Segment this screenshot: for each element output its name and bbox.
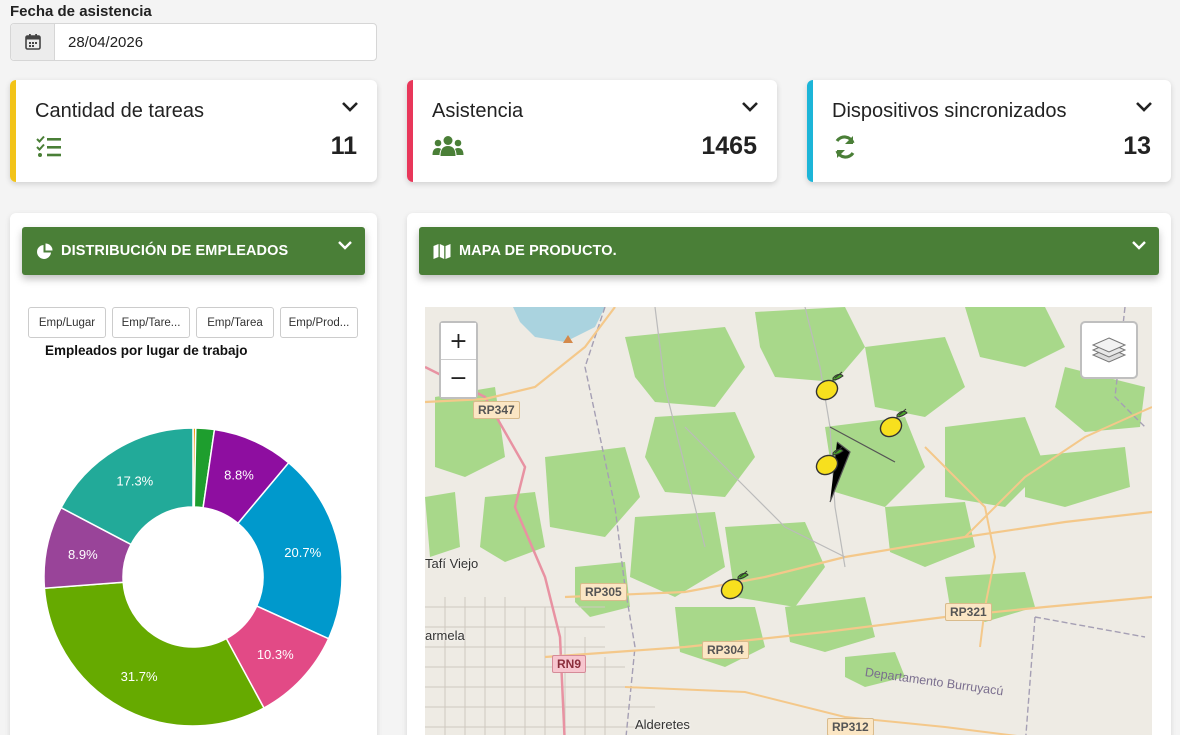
lemon-marker[interactable] (813, 445, 847, 479)
product-map[interactable]: RP347 Tafí Viejo RP305 RP321 armela RN9 … (425, 307, 1152, 735)
map-panel-title: MAPA DE PRODUCTO. (459, 243, 617, 259)
lake (513, 307, 605, 342)
lemon-marker[interactable] (877, 407, 911, 441)
map-tiles (425, 307, 1152, 735)
road-label-rp305: RP305 (580, 583, 627, 601)
zoom-out-button[interactable]: − (441, 360, 476, 397)
map-panel: MAPA DE PRODUCTO. (407, 213, 1171, 735)
donut-slice-label: 8.8% (224, 467, 254, 482)
card-title: Cantidad de tareas (35, 100, 205, 122)
date-filter-label: Fecha de asistencia (10, 3, 152, 20)
card-synced-devices[interactable]: Dispositivos sincronizados 13 (807, 80, 1171, 182)
road-label-rn9: RN9 (552, 655, 587, 673)
peak-marker (563, 335, 573, 343)
road-label-rp304: RP304 (702, 641, 749, 659)
road-label-rp321: RP321 (945, 603, 992, 621)
card-accent-bar (10, 80, 16, 182)
pie-chart-icon (37, 243, 53, 259)
lemon-marker[interactable] (718, 569, 752, 603)
distribution-panel-title: DISTRIBUCIÓN DE EMPLEADOS (61, 243, 289, 259)
date-field[interactable] (10, 23, 377, 61)
tab-emp-tarea[interactable]: Emp/Tarea (196, 307, 274, 338)
donut-slice-label: 8.9% (68, 547, 98, 562)
lemon-marker[interactable] (813, 370, 847, 404)
donut-slice-label: 10.3% (257, 647, 294, 662)
urban-streets (425, 597, 665, 735)
zoom-in-button[interactable]: + (441, 323, 476, 360)
map-panel-header[interactable]: MAPA DE PRODUCTO. (419, 227, 1159, 275)
layers-icon (1091, 337, 1127, 363)
card-attendance[interactable]: Asistencia 1465 (407, 80, 777, 182)
chevron-down-icon[interactable] (1135, 101, 1153, 113)
layers-button[interactable] (1080, 321, 1138, 379)
chart-title: Empleados por lugar de trabajo (45, 343, 248, 358)
donut-chart: 8.8% 20.7% 10.3% 31.7% 8.9% 17.3% (43, 427, 343, 727)
donut-slice-label: 31.7% (121, 669, 158, 684)
map-icon (433, 244, 451, 259)
card-accent-bar (407, 80, 413, 182)
chart-tabs: Emp/Lugar Emp/Tare... Emp/Tarea Emp/Prod… (28, 307, 358, 338)
sync-icon (835, 135, 855, 159)
place-label-tafi-viejo: Tafí Viejo (425, 556, 479, 571)
tab-emp-producto[interactable]: Emp/Prod... (280, 307, 358, 338)
road-label-rp347: RP347 (473, 401, 520, 419)
green-fields (425, 307, 1145, 687)
chevron-down-icon[interactable] (741, 101, 759, 113)
donut-slice-label: 20.7% (284, 545, 321, 560)
tab-emp-tarea-grupo[interactable]: Emp/Tare... (112, 307, 190, 338)
road-label-rp312: RP312 (827, 718, 874, 735)
zoom-control: + − (439, 321, 478, 399)
chevron-down-icon[interactable] (337, 240, 353, 251)
chevron-down-icon[interactable] (1131, 240, 1147, 251)
distribution-panel: DISTRIBUCIÓN DE EMPLEADOS Emp/Lugar Emp/… (10, 213, 377, 735)
donut-slice-label: 17.3% (116, 474, 153, 489)
donut-slice[interactable] (60, 427, 194, 546)
place-label-armela: armela (425, 628, 465, 643)
calendar-icon[interactable] (11, 24, 55, 60)
card-value: 11 (330, 132, 357, 160)
chevron-down-icon[interactable] (341, 101, 359, 113)
card-title: Asistencia (432, 100, 524, 122)
marker-lines (829, 426, 896, 503)
users-icon (432, 136, 464, 156)
card-value: 1465 (701, 132, 757, 160)
card-tasks[interactable]: Cantidad de tareas 11 (10, 80, 377, 182)
tab-emp-lugar[interactable]: Emp/Lugar (28, 307, 106, 338)
distribution-panel-header[interactable]: DISTRIBUCIÓN DE EMPLEADOS (22, 227, 365, 275)
date-input[interactable] (55, 24, 355, 60)
card-value: 13 (1123, 132, 1151, 160)
card-accent-bar (807, 80, 813, 182)
donut-slice[interactable] (43, 581, 265, 727)
donut-slice[interactable] (236, 461, 343, 640)
task-list-icon (36, 135, 61, 157)
card-title: Dispositivos sincronizados (832, 100, 1067, 122)
place-label-alderetes: Alderetes (635, 717, 690, 732)
